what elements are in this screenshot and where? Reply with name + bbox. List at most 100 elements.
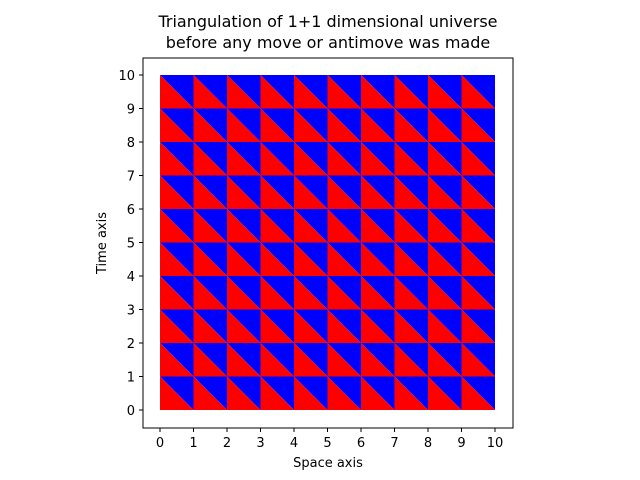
- triangle-lower-6-1: [361, 343, 395, 377]
- triangle-lower-9-2: [461, 309, 495, 343]
- triangle-lower-1-2: [193, 309, 227, 343]
- triangle-lower-6-0: [361, 376, 395, 410]
- y-tick-label-3: 3: [127, 304, 135, 319]
- triangle-lower-1-0: [193, 376, 227, 410]
- triangle-lower-8-8: [428, 108, 462, 142]
- x-tick-label-6: 6: [357, 436, 365, 451]
- triangle-lower-5-2: [327, 309, 361, 343]
- triangle-lower-3-0: [260, 376, 294, 410]
- triangle-lower-9-3: [461, 276, 495, 310]
- triangle-lower-1-1: [193, 343, 227, 377]
- triangle-lower-3-6: [260, 175, 294, 209]
- y-tick-label-0: 0: [127, 404, 135, 419]
- triangle-lower-0-7: [160, 142, 194, 176]
- y-tick-label-6: 6: [127, 203, 135, 218]
- triangle-lower-0-4: [160, 242, 194, 276]
- triangle-lower-0-6: [160, 175, 194, 209]
- triangle-lower-6-2: [361, 309, 395, 343]
- triangle-lower-0-5: [160, 209, 194, 243]
- triangle-lower-1-9: [193, 75, 227, 109]
- triangle-lower-2-7: [227, 142, 261, 176]
- triangle-lower-2-8: [227, 108, 261, 142]
- triangle-lower-6-9: [361, 75, 395, 109]
- y-tick-label-2: 2: [127, 337, 135, 352]
- triangle-lower-7-2: [394, 309, 428, 343]
- triangle-lower-8-0: [428, 376, 462, 410]
- triangle-lower-1-4: [193, 242, 227, 276]
- triangle-lower-5-3: [327, 276, 361, 310]
- triangle-lower-0-2: [160, 309, 194, 343]
- triangle-lower-8-9: [428, 75, 462, 109]
- triangle-lower-3-9: [260, 75, 294, 109]
- triangle-lower-3-7: [260, 142, 294, 176]
- triangle-lower-2-3: [227, 276, 261, 310]
- y-tick-label-4: 4: [127, 270, 135, 285]
- triangle-lower-8-5: [428, 209, 462, 243]
- triangle-lower-5-4: [327, 242, 361, 276]
- triangle-lower-6-7: [361, 142, 395, 176]
- triangle-lower-5-6: [327, 175, 361, 209]
- triangle-lower-5-0: [327, 376, 361, 410]
- triangle-lower-3-4: [260, 242, 294, 276]
- triangle-lower-0-3: [160, 276, 194, 310]
- triangle-lower-1-6: [193, 175, 227, 209]
- triangle-lower-8-4: [428, 242, 462, 276]
- triangle-lower-7-6: [394, 175, 428, 209]
- triangle-lower-5-8: [327, 108, 361, 142]
- triangle-lower-3-3: [260, 276, 294, 310]
- triangle-lower-5-1: [327, 343, 361, 377]
- x-tick-label-0: 0: [156, 436, 164, 451]
- x-tick-label-7: 7: [390, 436, 398, 451]
- y-tick-label-1: 1: [127, 371, 135, 386]
- triangle-lower-5-7: [327, 142, 361, 176]
- triangle-lower-2-4: [227, 242, 261, 276]
- triangle-lower-0-9: [160, 75, 194, 109]
- y-tick-label-7: 7: [127, 170, 135, 185]
- triangle-lower-8-2: [428, 309, 462, 343]
- x-tick-label-1: 1: [189, 436, 197, 451]
- y-tick-label-8: 8: [127, 136, 135, 151]
- triangle-lower-4-9: [294, 75, 328, 109]
- triangle-lower-9-8: [461, 108, 495, 142]
- triangle-lower-3-2: [260, 309, 294, 343]
- triangle-lower-9-5: [461, 209, 495, 243]
- triangle-lower-9-7: [461, 142, 495, 176]
- triangle-lower-4-5: [294, 209, 328, 243]
- triangle-lower-2-0: [227, 376, 261, 410]
- y-axis-label: Time axis: [95, 212, 110, 275]
- plot-area: [142, 57, 514, 429]
- triangle-lower-7-0: [394, 376, 428, 410]
- triangle-lower-6-4: [361, 242, 395, 276]
- x-tick-label-5: 5: [323, 436, 331, 451]
- x-axis-ticks: 0 1 2 3 4 5 6 7 8 9 10: [156, 428, 503, 451]
- triangle-lower-7-1: [394, 343, 428, 377]
- triangle-lower-1-8: [193, 108, 227, 142]
- triangle-lower-2-9: [227, 75, 261, 109]
- triangle-lower-4-7: [294, 142, 328, 176]
- triangle-lower-2-6: [227, 175, 261, 209]
- x-tick-label-4: 4: [290, 436, 298, 451]
- triangle-lower-7-4: [394, 242, 428, 276]
- triangle-lower-2-5: [227, 209, 261, 243]
- triangle-lower-3-1: [260, 343, 294, 377]
- triangle-lower-4-1: [294, 343, 328, 377]
- triangle-lower-8-3: [428, 276, 462, 310]
- y-tick-label-5: 5: [127, 237, 135, 252]
- triangle-lower-4-2: [294, 309, 328, 343]
- triangle-lower-2-2: [227, 309, 261, 343]
- x-axis-label: Space axis: [293, 456, 363, 471]
- x-tick-label-2: 2: [223, 436, 231, 451]
- triangle-lower-1-5: [193, 209, 227, 243]
- triangle-lower-9-6: [461, 175, 495, 209]
- triangle-lower-4-6: [294, 175, 328, 209]
- triangle-lower-6-3: [361, 276, 395, 310]
- triangle-lower-0-8: [160, 108, 194, 142]
- triangulation-mesh: [160, 75, 495, 410]
- triangle-lower-3-8: [260, 108, 294, 142]
- triangle-lower-1-7: [193, 142, 227, 176]
- triangle-lower-4-0: [294, 376, 328, 410]
- triangle-lower-4-4: [294, 242, 328, 276]
- triangle-lower-9-4: [461, 242, 495, 276]
